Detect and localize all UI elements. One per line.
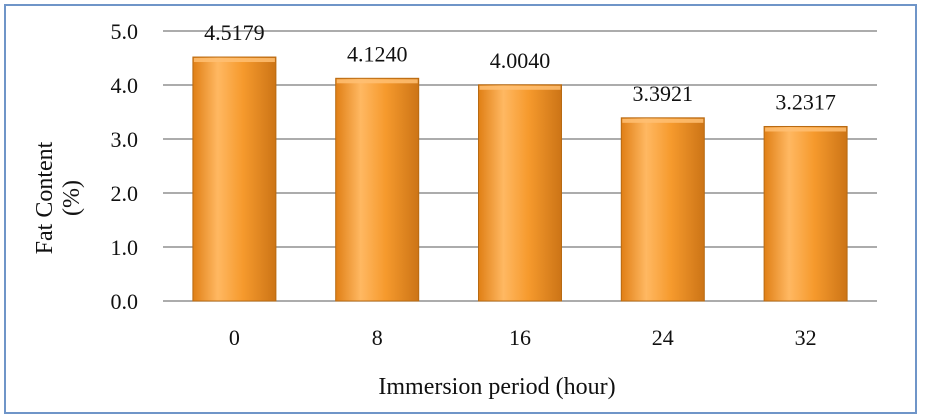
x-tick-label: 24 <box>652 325 674 350</box>
y-tick-label: 2.0 <box>111 181 139 206</box>
bar-top-highlight <box>622 118 704 123</box>
y-tick-label: 1.0 <box>111 235 139 260</box>
y-tick-label: 4.0 <box>111 73 139 98</box>
y-tick-label: 5.0 <box>111 19 139 44</box>
y-axis-title-line-1: Fat Content <box>32 141 58 254</box>
data-label: 3.2317 <box>775 89 836 114</box>
data-label: 4.1240 <box>347 41 408 66</box>
bar <box>478 84 562 302</box>
x-tick-label: 32 <box>795 325 817 350</box>
x-axis-tick-labels: 0 8 16 24 32 <box>229 325 817 350</box>
x-tick-label: 16 <box>509 325 531 350</box>
bars <box>192 56 848 302</box>
bar-top-highlight <box>765 127 847 132</box>
bar <box>763 125 848 302</box>
bar-top-highlight <box>336 79 418 84</box>
y-tick-label: 0.0 <box>111 289 139 314</box>
y-axis-title: Fat Content (%) <box>32 141 85 254</box>
data-label: 3.3921 <box>633 81 694 106</box>
bar <box>335 77 420 302</box>
bar-top-highlight <box>479 85 561 90</box>
bar-top-highlight <box>193 58 275 63</box>
y-tick-label: 3.0 <box>111 127 139 152</box>
bar <box>192 56 277 302</box>
bar <box>620 117 705 302</box>
y-axis-tick-labels: 0.0 1.0 2.0 3.0 4.0 5.0 <box>111 19 139 314</box>
data-labels: 4.5179 4.1240 4.0040 3.3921 3.2317 <box>204 20 836 114</box>
x-tick-label: 0 <box>229 325 240 350</box>
x-tick-label: 8 <box>372 325 383 350</box>
x-axis-title: Immersion period (hour) <box>378 374 615 400</box>
y-axis-title-line-2: (%) <box>59 180 85 216</box>
data-label: 4.5179 <box>204 20 265 45</box>
data-label: 4.0040 <box>490 48 551 73</box>
